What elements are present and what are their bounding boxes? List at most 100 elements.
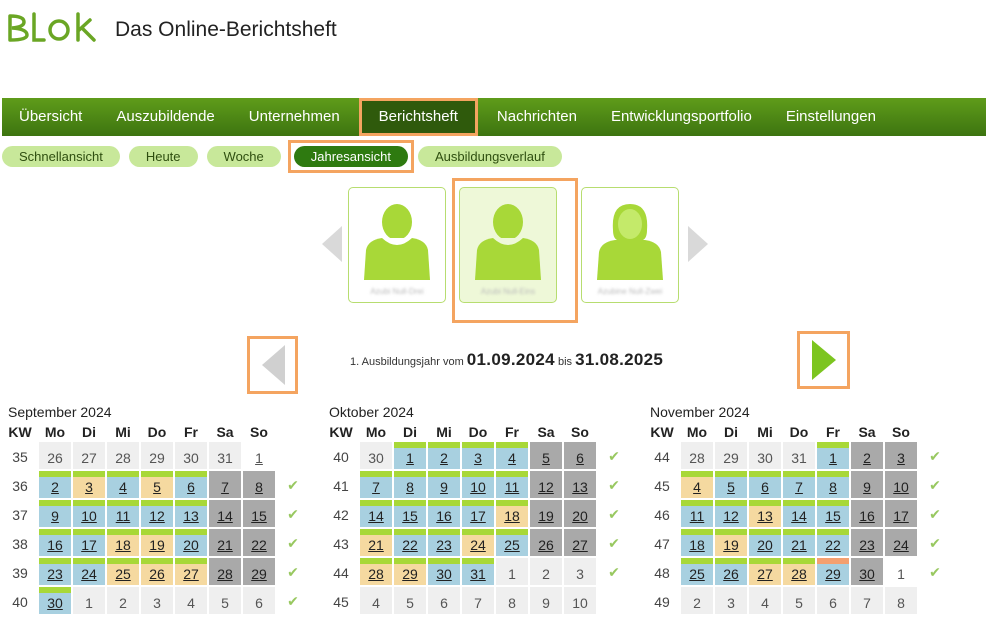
day-link[interactable]: 8 — [243, 471, 275, 498]
tab-heute[interactable]: Heute — [128, 145, 198, 167]
day-link[interactable]: 7 — [209, 471, 241, 498]
nav-entwicklungsportfolio[interactable]: Entwicklungsportfolio — [610, 108, 752, 125]
nav-auszubildende[interactable]: Auszubildende — [116, 108, 215, 125]
day-link[interactable]: 6 — [564, 442, 596, 469]
day-link[interactable]: 24 — [885, 529, 917, 556]
day-link[interactable]: 16 — [39, 529, 71, 556]
nav-einstellungen[interactable]: Einstellungen — [785, 108, 876, 125]
day-link[interactable]: 22 — [394, 529, 426, 556]
day-link[interactable]: 4 — [681, 471, 713, 498]
day-link[interactable]: 6 — [175, 471, 207, 498]
day-link[interactable]: 12 — [141, 500, 173, 527]
year-prev-button[interactable] — [247, 336, 298, 394]
day-link[interactable]: 12 — [715, 500, 747, 527]
day-link[interactable]: 1 — [817, 442, 849, 469]
day-link[interactable]: 27 — [749, 558, 781, 585]
day-link[interactable]: 25 — [107, 558, 139, 585]
person-card-3[interactable]: Azubine Null-Zwei — [581, 187, 679, 303]
day-link[interactable]: 1 — [243, 442, 275, 469]
day-link[interactable]: 11 — [107, 500, 139, 527]
day-link[interactable]: 11 — [496, 471, 528, 498]
day-link[interactable]: 6 — [749, 471, 781, 498]
day-link[interactable]: 28 — [360, 558, 392, 585]
day-link[interactable]: 29 — [243, 558, 275, 585]
day-link[interactable]: 5 — [141, 471, 173, 498]
day-link[interactable]: 5 — [715, 471, 747, 498]
day-link[interactable]: 17 — [73, 529, 105, 556]
day-link[interactable]: 9 — [39, 500, 71, 527]
day-link[interactable]: 17 — [462, 500, 494, 527]
day-link[interactable]: 24 — [462, 529, 494, 556]
day-link[interactable]: 27 — [175, 558, 207, 585]
day-link[interactable]: 14 — [209, 500, 241, 527]
day-link[interactable]: 15 — [243, 500, 275, 527]
day-link[interactable]: 10 — [462, 471, 494, 498]
day-link[interactable]: 23 — [39, 558, 71, 585]
nav-unternehmen[interactable]: Unternehmen — [248, 108, 340, 125]
day-link[interactable]: 30 — [851, 558, 883, 585]
day-link[interactable]: 8 — [394, 471, 426, 498]
day-link[interactable]: 10 — [73, 500, 105, 527]
day-link[interactable]: 7 — [360, 471, 392, 498]
nav-uebersicht[interactable]: Übersicht — [19, 108, 83, 125]
day-link[interactable]: 4 — [107, 471, 139, 498]
day-link[interactable]: 17 — [885, 500, 917, 527]
day-link[interactable]: 26 — [530, 529, 562, 556]
day-link[interactable]: 3 — [462, 442, 494, 469]
day-link[interactable]: 16 — [428, 500, 460, 527]
day-link[interactable]: 8 — [817, 471, 849, 498]
day-link[interactable]: 2 — [851, 442, 883, 469]
day-link[interactable]: 13 — [175, 500, 207, 527]
day-link[interactable]: 26 — [715, 558, 747, 585]
day-link[interactable]: 9 — [851, 471, 883, 498]
day-link[interactable]: 20 — [564, 500, 596, 527]
day-link[interactable]: 21 — [360, 529, 392, 556]
day-link[interactable]: 21 — [209, 529, 241, 556]
day-link[interactable]: 3 — [73, 471, 105, 498]
day-link[interactable]: 2 — [39, 471, 71, 498]
day-link[interactable]: 31 — [462, 558, 494, 585]
nav-berichtsheft[interactable]: Berichtsheft — [358, 98, 478, 136]
day-link[interactable]: 30 — [428, 558, 460, 585]
day-link[interactable]: 15 — [394, 500, 426, 527]
day-link[interactable]: 11 — [681, 500, 713, 527]
day-link[interactable]: 25 — [681, 558, 713, 585]
day-link[interactable]: 7 — [783, 471, 815, 498]
day-link[interactable]: 18 — [496, 500, 528, 527]
person-card-2[interactable]: Azubi Null-Eins — [459, 187, 557, 303]
day-link[interactable]: 19 — [715, 529, 747, 556]
day-link[interactable]: 2 — [428, 442, 460, 469]
day-link[interactable]: 20 — [749, 529, 781, 556]
day-link[interactable]: 1 — [394, 442, 426, 469]
day-link[interactable]: 12 — [530, 471, 562, 498]
day-link[interactable]: 28 — [209, 558, 241, 585]
day-link[interactable]: 18 — [681, 529, 713, 556]
day-link[interactable]: 25 — [496, 529, 528, 556]
day-link[interactable]: 13 — [564, 471, 596, 498]
day-link[interactable]: 29 — [394, 558, 426, 585]
tab-woche[interactable]: Woche — [206, 145, 281, 167]
day-link[interactable]: 10 — [885, 471, 917, 498]
day-link[interactable]: 28 — [783, 558, 815, 585]
day-link[interactable]: 9 — [428, 471, 460, 498]
year-next-button[interactable] — [797, 331, 850, 389]
day-link[interactable]: 3 — [885, 442, 917, 469]
day-link[interactable]: 29 — [817, 558, 849, 585]
day-link[interactable]: 15 — [817, 500, 849, 527]
tab-ausbildungsverlauf[interactable]: Ausbildungsverlauf — [417, 145, 562, 167]
day-link[interactable]: 27 — [564, 529, 596, 556]
day-link[interactable]: 13 — [749, 500, 781, 527]
day-link[interactable]: 16 — [851, 500, 883, 527]
day-link[interactable]: 23 — [851, 529, 883, 556]
person-card-1[interactable]: Azubi Null-Drei — [348, 187, 446, 303]
day-link[interactable]: 21 — [783, 529, 815, 556]
day-link[interactable]: 24 — [73, 558, 105, 585]
day-link[interactable]: 22 — [817, 529, 849, 556]
day-link[interactable]: 22 — [243, 529, 275, 556]
day-link[interactable]: 5 — [530, 442, 562, 469]
person-next-icon[interactable] — [684, 224, 712, 264]
day-link[interactable]: 4 — [496, 442, 528, 469]
tab-schnellansicht[interactable]: Schnellansicht — [2, 145, 120, 167]
nav-nachrichten[interactable]: Nachrichten — [496, 108, 577, 125]
day-link[interactable]: 26 — [141, 558, 173, 585]
